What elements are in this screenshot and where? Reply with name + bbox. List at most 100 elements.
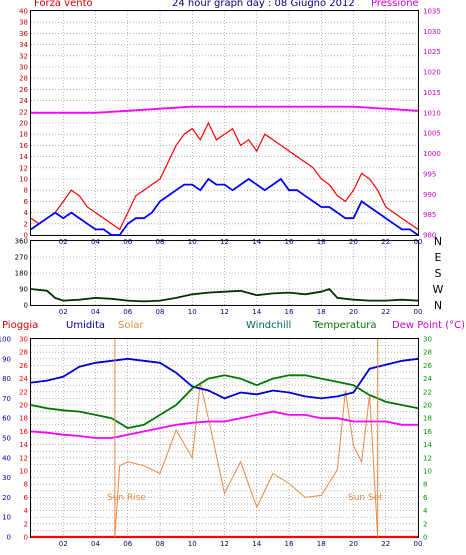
y-tick-label: 38 <box>19 19 28 27</box>
y-tick-label: 10 <box>19 176 28 184</box>
temperature-tick-label: 30 <box>423 336 432 344</box>
x-tick-label: 20 <box>349 540 358 548</box>
rain-tick-label: 24 <box>19 375 28 383</box>
y-tick-label: 980 <box>423 232 436 240</box>
dewpoint-line <box>30 410 418 439</box>
dewpoint-label: Dew Point (°C) <box>392 320 466 331</box>
y-tick-label: 1035 <box>423 8 441 16</box>
y-tick-label: 20 <box>19 120 28 128</box>
rain-tick-label: 18 <box>19 415 28 423</box>
sunrise-annotation: Sun Rise <box>107 493 146 503</box>
x-tick-label: 14 <box>252 308 261 316</box>
y-tick-label: 0 <box>24 232 28 240</box>
temperature-tick-label: 14 <box>423 441 432 449</box>
x-tick-label: 02 <box>59 540 68 548</box>
compass-label: N <box>434 235 442 248</box>
humidity-tick-label: 30 <box>2 474 11 482</box>
wind-average-line <box>30 177 419 236</box>
x-tick-label: 10 <box>188 238 197 246</box>
temperature-tick-label: 20 <box>423 402 432 410</box>
x-tick-label: 04 <box>91 238 100 246</box>
rain-tick-label: 8 <box>24 481 28 489</box>
x-tick-label: 06 <box>123 540 132 548</box>
y-tick-label: 28 <box>19 75 28 83</box>
compass-label: E <box>435 251 442 264</box>
humidity-tick-label: 90 <box>2 355 11 363</box>
rain-tick-label: 12 <box>19 454 28 462</box>
humidity-tick-label: 10 <box>2 514 11 522</box>
rain-tick-label: 2 <box>24 520 28 528</box>
temperature-tick-label: 4 <box>423 507 428 515</box>
y-tick-label: 1005 <box>423 130 441 138</box>
y-tick-label: 990 <box>423 191 436 199</box>
rain-tick-label: 30 <box>19 336 28 344</box>
y-tick-label: 90 <box>19 286 28 294</box>
x-tick-label: 18 <box>317 238 326 246</box>
y-tick-label: 2 <box>24 220 28 228</box>
y-tick-label: 1015 <box>423 89 441 97</box>
temperature-tick-label: 2 <box>423 520 427 528</box>
humidity-label: Umidita <box>66 320 106 331</box>
pressure-line <box>31 105 419 114</box>
x-tick-label: 18 <box>317 540 326 548</box>
x-tick-label: 10 <box>188 308 197 316</box>
x-tick-label: 08 <box>156 238 165 246</box>
y-tick-label: 12 <box>19 164 28 172</box>
y-tick-label: 1000 <box>423 150 441 158</box>
rain-tick-label: 20 <box>19 402 28 410</box>
humidity-tick-label: 60 <box>2 415 11 423</box>
y-tick-label: 270 <box>15 254 28 262</box>
y-tick-label: 995 <box>423 170 436 178</box>
y-tick-label: 4 <box>24 209 29 217</box>
y-tick-label: 30 <box>19 64 28 72</box>
compass-label: S <box>435 267 442 280</box>
x-tick-label: 00 <box>414 308 423 316</box>
y-tick-label: 1020 <box>423 69 441 77</box>
rain-tick-label: 0 <box>24 534 28 542</box>
y-tick-label: 985 <box>423 211 436 219</box>
x-tick-label: 00 <box>414 540 423 548</box>
humidity-line <box>30 357 419 400</box>
x-tick-label: 22 <box>381 238 390 246</box>
temperature-tick-label: 26 <box>423 362 432 370</box>
x-tick-label: 02 <box>59 238 68 246</box>
x-tick-label: 16 <box>285 540 294 548</box>
y-tick-label: 36 <box>19 30 28 38</box>
wind-pressure-panel <box>30 10 419 236</box>
humidity-tick-label: 50 <box>2 435 11 443</box>
y-tick-label: 8 <box>24 187 28 195</box>
y-tick-label: 0 <box>24 302 28 310</box>
x-tick-label: 12 <box>220 238 229 246</box>
x-tick-label: 06 <box>123 238 132 246</box>
x-tick-label: 14 <box>252 238 261 246</box>
wind-speed-label: Forza vento <box>34 0 93 9</box>
temperature-tick-label: 8 <box>423 481 427 489</box>
x-tick-label: 12 <box>220 540 229 548</box>
y-tick-label: 16 <box>19 142 28 150</box>
wind-direction-line <box>30 287 419 303</box>
wind-direction-panel <box>30 240 419 306</box>
rain-tick-label: 4 <box>24 507 29 515</box>
x-tick-label: 10 <box>188 540 197 548</box>
x-tick-label: 06 <box>123 308 132 316</box>
rain-tick-label: 16 <box>19 428 28 436</box>
y-tick-label: 1030 <box>423 28 441 36</box>
x-tick-label: 22 <box>381 540 390 548</box>
humidity-tick-label: 0 <box>7 534 11 542</box>
x-tick-label: 08 <box>156 540 165 548</box>
temperature-label: Temperatura <box>313 320 377 331</box>
y-tick-label: 1010 <box>423 109 441 117</box>
temperature-tick-label: 10 <box>423 468 432 476</box>
compass-label: W <box>433 283 444 296</box>
humidity-tick-label: 80 <box>2 375 11 383</box>
y-tick-label: 24 <box>19 97 28 105</box>
rain-label: Pioggia <box>2 320 39 331</box>
rain-tick-label: 6 <box>24 494 29 502</box>
temperature-tick-label: 18 <box>423 415 432 423</box>
humidity-tick-label: 40 <box>2 454 11 462</box>
sunset-annotation: Sun Set <box>348 493 383 503</box>
temperature-line <box>30 374 419 430</box>
x-tick-label: 08 <box>156 308 165 316</box>
wind-speed-line <box>30 121 419 231</box>
solar-label: Solar <box>118 320 144 331</box>
